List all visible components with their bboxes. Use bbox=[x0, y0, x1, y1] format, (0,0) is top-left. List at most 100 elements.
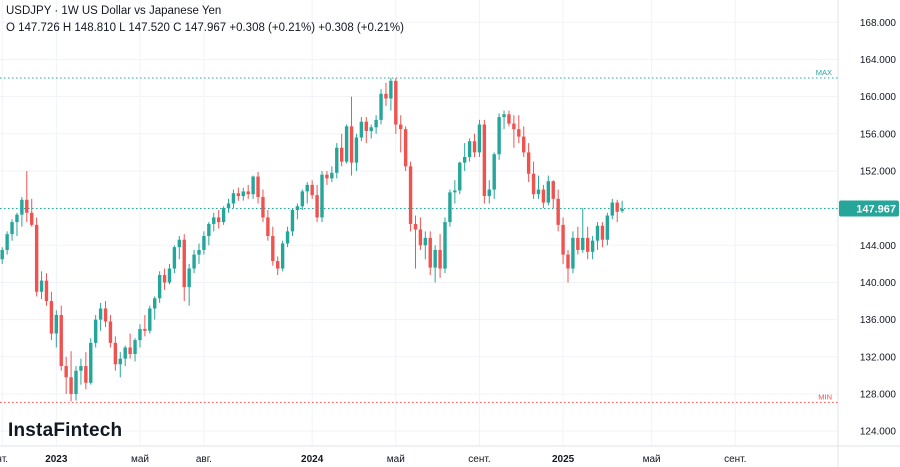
candle[interactable] bbox=[354, 133, 359, 171]
candle[interactable] bbox=[605, 212, 610, 246]
candle[interactable] bbox=[330, 166, 334, 183]
candle[interactable] bbox=[212, 212, 216, 232]
candle[interactable] bbox=[423, 231, 428, 260]
candle[interactable] bbox=[49, 291, 54, 341]
candle[interactable] bbox=[526, 143, 531, 183]
candle[interactable] bbox=[482, 119, 487, 204]
candle[interactable] bbox=[546, 175, 551, 206]
candle[interactable] bbox=[389, 78, 393, 111]
candle[interactable] bbox=[103, 301, 108, 328]
candle[interactable] bbox=[44, 273, 49, 306]
candle[interactable] bbox=[620, 200, 624, 213]
candle[interactable] bbox=[123, 345, 127, 367]
candle[interactable] bbox=[433, 245, 437, 283]
candle[interactable] bbox=[138, 324, 142, 348]
candle[interactable] bbox=[113, 336, 118, 371]
candle[interactable] bbox=[522, 126, 526, 158]
candle[interactable] bbox=[108, 314, 113, 348]
candle[interactable] bbox=[69, 351, 73, 402]
candle[interactable] bbox=[615, 199, 619, 223]
candle[interactable] bbox=[438, 234, 442, 278]
candle[interactable] bbox=[271, 226, 275, 266]
candle[interactable] bbox=[93, 314, 98, 348]
candle[interactable] bbox=[266, 209, 270, 241]
candle[interactable] bbox=[276, 256, 280, 276]
candlestick-series[interactable] bbox=[0, 78, 624, 402]
candle[interactable] bbox=[344, 124, 349, 164]
candle[interactable] bbox=[64, 356, 68, 394]
candle[interactable] bbox=[551, 180, 555, 209]
candle[interactable] bbox=[531, 161, 536, 199]
candle[interactable] bbox=[251, 175, 255, 199]
candle[interactable] bbox=[216, 209, 221, 229]
candle[interactable] bbox=[305, 182, 309, 204]
candle[interactable] bbox=[571, 231, 575, 274]
candle[interactable] bbox=[472, 133, 477, 158]
candle[interactable] bbox=[79, 358, 83, 385]
candle[interactable] bbox=[256, 171, 260, 204]
candle[interactable] bbox=[236, 187, 241, 201]
price-axis[interactable]: 124.000 128.000 132.000 136.000 140.000 144.0… bbox=[837, 0, 896, 467]
candle[interactable] bbox=[84, 352, 88, 390]
candle[interactable] bbox=[502, 110, 506, 130]
candle[interactable] bbox=[221, 206, 226, 225]
candle[interactable] bbox=[202, 231, 206, 255]
candle[interactable] bbox=[517, 115, 521, 144]
candle[interactable] bbox=[403, 126, 408, 171]
candle[interactable] bbox=[231, 189, 236, 209]
candle[interactable] bbox=[428, 231, 432, 276]
candle[interactable] bbox=[590, 236, 595, 260]
candle[interactable] bbox=[285, 226, 290, 248]
candle[interactable] bbox=[477, 119, 482, 158]
candle[interactable] bbox=[295, 203, 300, 220]
candle[interactable] bbox=[162, 268, 167, 290]
candle[interactable] bbox=[261, 189, 265, 223]
candle[interactable] bbox=[320, 170, 324, 223]
candle[interactable] bbox=[226, 198, 231, 213]
candle[interactable] bbox=[10, 219, 14, 241]
symbol-name[interactable]: USDJPY bbox=[6, 5, 52, 17]
candle[interactable] bbox=[585, 226, 590, 260]
candle[interactable] bbox=[379, 89, 383, 125]
candle[interactable] bbox=[458, 161, 462, 195]
candle[interactable] bbox=[507, 110, 511, 127]
candle[interactable] bbox=[246, 184, 250, 199]
candle[interactable] bbox=[339, 133, 344, 167]
candle[interactable] bbox=[467, 138, 472, 162]
candle[interactable] bbox=[600, 222, 605, 248]
candle[interactable] bbox=[280, 240, 285, 272]
candle[interactable] bbox=[128, 333, 132, 359]
candle[interactable] bbox=[448, 189, 452, 227]
candle[interactable] bbox=[197, 243, 201, 264]
candle[interactable] bbox=[20, 196, 24, 227]
candle[interactable] bbox=[39, 271, 44, 300]
candle[interactable] bbox=[556, 189, 560, 232]
candle[interactable] bbox=[177, 236, 182, 260]
candle[interactable] bbox=[207, 222, 211, 246]
candle[interactable] bbox=[359, 117, 364, 142]
candle[interactable] bbox=[187, 263, 191, 306]
candle[interactable] bbox=[167, 263, 172, 285]
candle[interactable] bbox=[310, 180, 314, 199]
candle[interactable] bbox=[153, 296, 157, 320]
candle[interactable] bbox=[462, 143, 467, 171]
candle[interactable] bbox=[335, 143, 339, 179]
candle[interactable] bbox=[413, 215, 418, 269]
candle[interactable] bbox=[394, 78, 398, 134]
candle[interactable] bbox=[487, 180, 491, 204]
candle[interactable] bbox=[399, 115, 403, 153]
candle[interactable] bbox=[30, 198, 34, 227]
candle[interactable] bbox=[561, 217, 565, 264]
candle[interactable] bbox=[492, 152, 496, 199]
candle[interactable] bbox=[98, 302, 103, 331]
candle[interactable] bbox=[595, 222, 600, 250]
candle[interactable] bbox=[374, 115, 378, 134]
candle[interactable] bbox=[59, 305, 63, 371]
candle[interactable] bbox=[5, 231, 9, 255]
candle[interactable] bbox=[157, 271, 162, 303]
candle[interactable] bbox=[408, 161, 413, 232]
time-axis[interactable]: нт. 2023 май авг. 2024 май сент. 2025 май сент. bbox=[0, 445, 900, 465]
candle[interactable] bbox=[581, 208, 585, 253]
candle[interactable] bbox=[118, 352, 122, 378]
